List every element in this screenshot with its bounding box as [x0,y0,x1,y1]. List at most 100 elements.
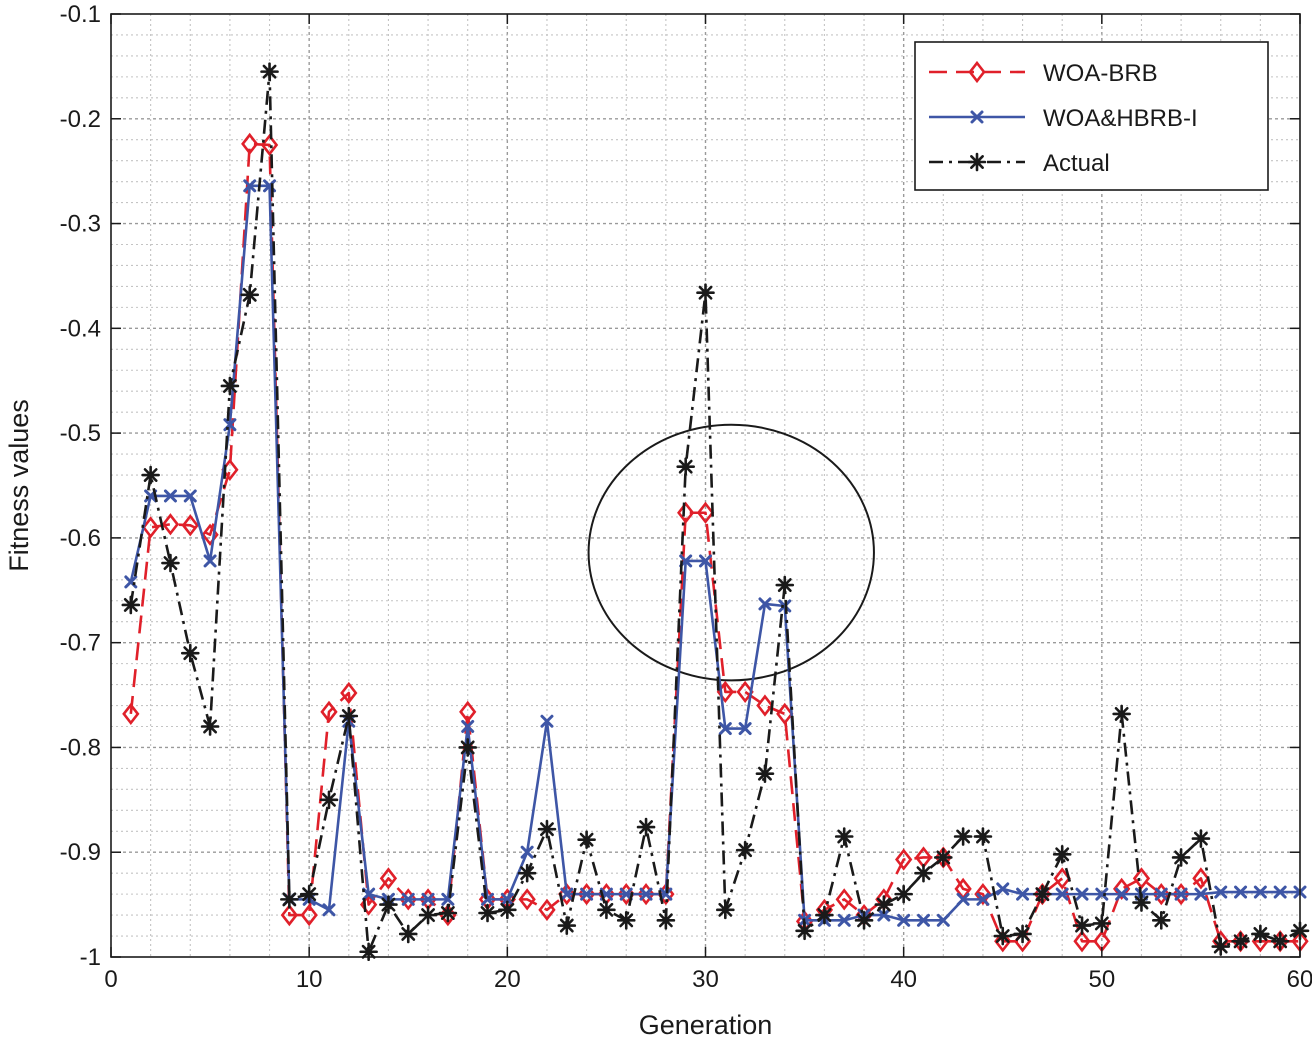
data-point [220,376,240,396]
series-woa-brb [122,132,1309,953]
data-point [738,722,752,736]
x-tick-label: 30 [692,966,719,993]
data-point [580,887,594,901]
data-point [418,905,438,925]
y-tick-label: -0.9 [60,839,101,866]
data-point [854,911,874,930]
y-tick-label: -0.5 [60,420,101,447]
data-point [597,900,616,920]
data-point [1075,887,1089,901]
data-point [1154,887,1168,901]
legend-marker [968,60,986,84]
data-point [203,554,217,568]
data-point [280,890,299,909]
highlight-ellipse [587,423,875,682]
data-point [322,903,336,917]
y-axis-label: Fitness values [4,399,34,572]
data-point [834,827,854,846]
data-point [577,830,596,849]
data-point [756,694,774,717]
data-point [1270,931,1290,951]
legend: WOA-BRB WOA&HBRB-I Actual [914,41,1269,191]
data-point [716,900,735,920]
data-point [537,819,557,839]
data-point [161,513,180,536]
data-point [677,501,695,524]
data-point [379,895,398,914]
data-point [320,700,338,723]
data-point [183,489,197,503]
data-point [398,924,418,944]
tick-layer: 0 10 20 30 40 50 60 -1 -0.9 -0.8 -0.7 -0.6 -0.5 -0.4 -… [60,1,1312,993]
data-point [141,465,160,485]
data-point [1055,887,1069,901]
x-tick-label: 50 [1088,966,1115,993]
grid [111,14,1300,957]
series-line [129,70,1301,954]
data-point [815,905,834,925]
data-point [936,913,950,927]
data-point [260,62,279,81]
y-tick-label: -0.7 [60,630,101,657]
x-tick-label: 0 [104,966,117,993]
data-point [299,884,319,904]
data-point [362,887,376,901]
data-point [718,722,732,736]
data-point [1073,930,1091,953]
x-tick-label: 40 [890,966,917,993]
data-point [163,489,177,503]
data-point [1112,704,1131,724]
data-point [161,553,180,573]
data-point [897,913,911,927]
y-tick-label: -0.6 [60,525,101,552]
y-tick-label: -1 [80,944,101,971]
series-layer [121,62,1310,962]
data-point [340,681,358,705]
data-point [996,882,1010,896]
data-point [994,930,1012,953]
data-point [1214,885,1228,899]
data-point [1095,887,1109,901]
series-woa-hbrb-i [124,179,1307,927]
data-point [835,888,853,911]
data-point [538,898,556,921]
data-point [636,817,656,837]
data-point [973,827,993,846]
data-point [696,501,715,524]
series-line [129,142,1300,943]
data-point [1072,916,1092,935]
data-point [795,921,814,941]
data-point [916,913,930,927]
x-tick-label: 60 [1287,966,1312,993]
data-point [540,714,554,728]
data-point [458,738,477,757]
data-point [755,764,775,783]
data-point [1211,937,1231,956]
data-point [459,700,477,723]
legend-marker [967,152,987,172]
data-point [1231,931,1250,951]
data-point [1132,893,1151,912]
data-point [181,514,199,537]
data-point [934,848,953,867]
data-point [1151,911,1171,930]
data-point [1115,887,1129,901]
data-point [1273,885,1287,899]
data-point [976,892,990,906]
data-point [1092,914,1112,933]
data-point [1052,845,1072,864]
data-point [736,680,754,704]
data-point [560,887,574,901]
data-point [616,911,636,930]
data-point [1194,887,1208,901]
y-tick-label: -0.4 [60,315,101,342]
data-point [676,457,695,476]
data-point [874,895,894,914]
legend-entry: Actual [929,150,1110,177]
data-point [659,887,673,901]
legend-items: WOA-BRB WOA&HBRB-I Actual [929,60,1198,177]
data-point [300,903,318,927]
data-point [421,892,435,906]
data-point [339,706,359,726]
y-tick-label: -0.3 [60,211,101,238]
